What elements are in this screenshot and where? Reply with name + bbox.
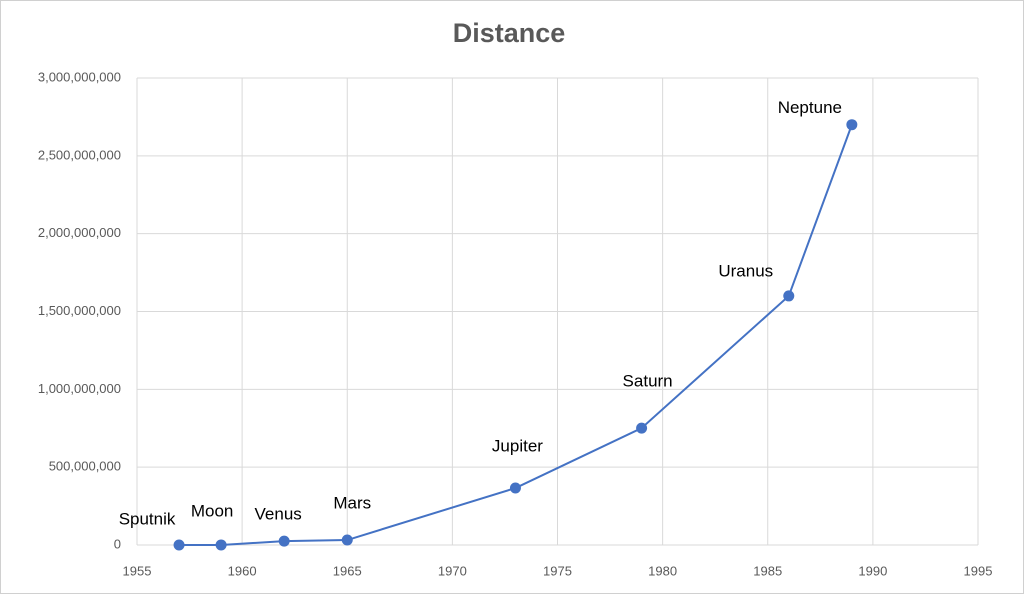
- series-line: [179, 124, 853, 546]
- y-tick-label: 1,500,000,000: [38, 303, 121, 318]
- point-label: Saturn: [623, 372, 673, 391]
- point-label: Neptune: [778, 98, 842, 117]
- y-tick-label: 2,500,000,000: [38, 147, 121, 162]
- data-point: [636, 422, 648, 434]
- y-tick-label: 500,000,000: [49, 459, 121, 474]
- data-point: [509, 482, 521, 494]
- x-tick-label: 1990: [858, 563, 887, 578]
- x-tick-label: 1975: [543, 563, 572, 578]
- point-label: Mars: [333, 494, 371, 513]
- y-tick-label: 2,000,000,000: [38, 225, 121, 240]
- y-tick-label: 0: [114, 536, 121, 551]
- x-tick-label: 1965: [333, 563, 362, 578]
- data-point: [341, 534, 353, 546]
- x-tick-label: 1970: [438, 563, 467, 578]
- data-point: [173, 539, 185, 551]
- x-tick-label: 1960: [228, 563, 257, 578]
- y-tick-label: 1,000,000,000: [38, 381, 121, 396]
- point-label: Jupiter: [492, 437, 543, 456]
- point-label: Uranus: [718, 261, 773, 280]
- data-point: [215, 539, 227, 551]
- y-tick-label: 3,000,000,000: [38, 69, 121, 84]
- point-label: Venus: [255, 505, 302, 524]
- data-point: [846, 119, 858, 131]
- x-tick-label: 1980: [648, 563, 677, 578]
- x-tick-label: 1995: [964, 563, 993, 578]
- point-label: Sputnik: [119, 509, 176, 528]
- point-label: Moon: [191, 501, 234, 520]
- data-point: [278, 535, 290, 547]
- x-tick-label: 1985: [753, 563, 782, 578]
- data-point: [783, 290, 795, 302]
- chart-title: Distance: [453, 18, 566, 48]
- x-tick-label: 1955: [123, 563, 152, 578]
